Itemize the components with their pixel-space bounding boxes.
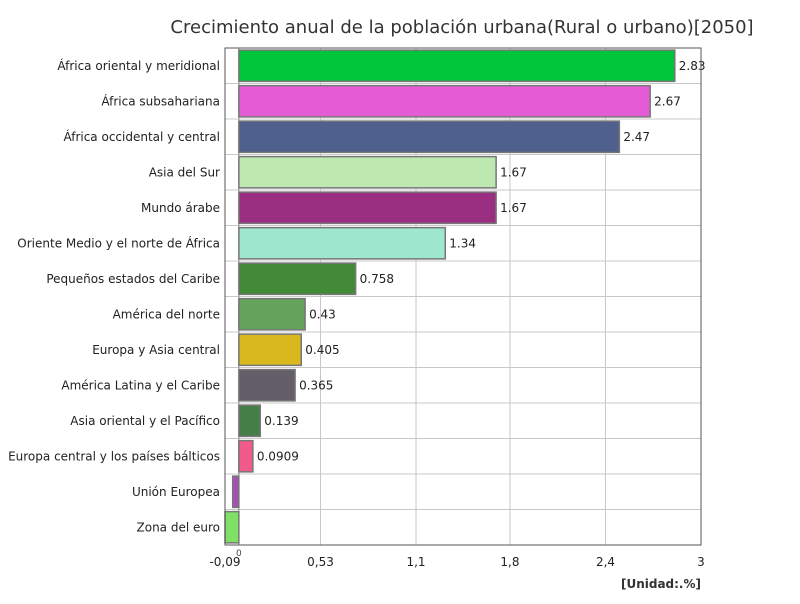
category-label: Pequeños estados del Caribe (46, 272, 220, 286)
chart-title: Crecimiento anual de la población urbana… (170, 17, 753, 38)
category-label: América Latina y el Caribe (61, 378, 220, 392)
bar (238, 439, 254, 473)
zero-tick-label: 0 (236, 549, 242, 559)
category-label: Asia oriental y el Pacífico (70, 414, 220, 428)
bar (238, 333, 303, 367)
plot-frame (224, 47, 702, 546)
x-tick-label: 1,1 (406, 555, 425, 569)
bar (238, 368, 296, 402)
bar (238, 262, 357, 296)
data-label: 0.43 (309, 307, 336, 321)
bar (238, 155, 497, 189)
data-label: 0.0909 (257, 449, 299, 463)
category-labels: África oriental y meridional África subsa… (8, 58, 220, 535)
unit-label: [Unidad:.%] (621, 577, 701, 591)
category-label: Unión Europea (132, 485, 220, 499)
bar (238, 84, 651, 118)
category-label: África occidental y central (63, 129, 220, 144)
data-label: 2.47 (623, 130, 650, 144)
data-label: 1.67 (500, 165, 527, 179)
data-label: 0.405 (305, 343, 339, 357)
data-label: 0.139 (264, 414, 298, 428)
bars-group (224, 49, 676, 544)
bar (224, 510, 240, 544)
bar (238, 297, 306, 331)
category-label: Oriente Medio y el norte de África (17, 235, 220, 250)
data-label: 0.758 (360, 272, 394, 286)
x-axis-ticks: -0,09 0,53 1,1 1,8 2,4 3 0 (209, 549, 704, 569)
x-tick-label: 0,53 (307, 555, 334, 569)
category-label: Zona del euro (137, 520, 220, 534)
data-label: 0.365 (299, 378, 333, 392)
category-label: Mundo árabe (141, 201, 220, 215)
data-label: 2.67 (654, 94, 681, 108)
category-label: Asia del Sur (149, 165, 220, 179)
x-tick-label: 1,8 (500, 555, 519, 569)
data-label: 2.83 (679, 59, 706, 73)
category-label: Europa y Asia central (92, 343, 220, 357)
bar (238, 191, 497, 225)
x-tick-label: 3 (697, 555, 705, 569)
bar (238, 49, 676, 83)
bar (238, 120, 621, 154)
category-label: Europa central y los países bálticos (8, 449, 220, 463)
bar (238, 226, 447, 260)
bar (238, 404, 262, 438)
category-label: América del norte (113, 307, 220, 321)
category-label: África subsahariana (101, 93, 220, 108)
data-label: 1.67 (500, 201, 527, 215)
bar (231, 475, 240, 509)
x-tick-label: 2,4 (596, 555, 615, 569)
value-labels: 2.83 2.67 2.47 1.67 1.67 1.34 0.758 0.43 0.405 0.… (257, 59, 706, 464)
x-tick-label: -0,09 (209, 555, 240, 569)
data-label: 1.34 (449, 236, 476, 250)
category-label: África oriental y meridional (57, 58, 220, 73)
